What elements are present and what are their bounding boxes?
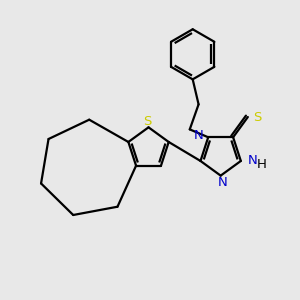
Text: S: S	[253, 110, 262, 124]
Text: S: S	[143, 115, 151, 128]
Text: N: N	[217, 176, 227, 189]
Text: H: H	[257, 158, 267, 171]
Text: N: N	[194, 129, 204, 142]
Text: N: N	[247, 154, 257, 167]
